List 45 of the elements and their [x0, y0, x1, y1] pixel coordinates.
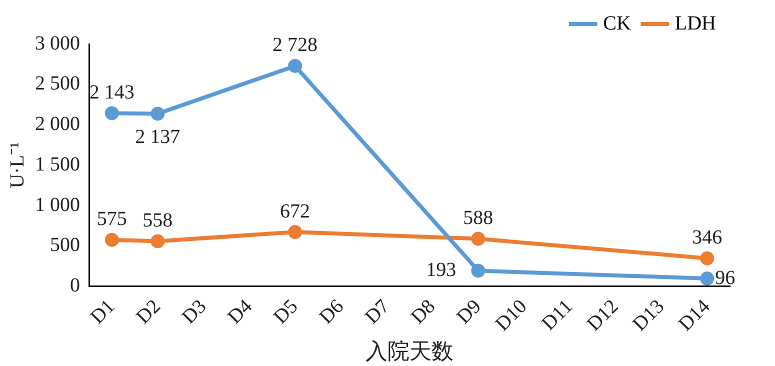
point: [700, 251, 714, 266]
point: [700, 272, 714, 286]
point: [288, 225, 302, 240]
y-tick-label: 1 000: [35, 194, 80, 216]
y-tick-label: 2 500: [35, 72, 80, 95]
y-tick-label: 1 500: [35, 153, 80, 176]
data-label: 672: [280, 200, 310, 222]
legend-label: LDH: [674, 12, 716, 34]
x-tick-label: D6: [315, 295, 348, 328]
point: [150, 234, 165, 248]
y-tick-label: 3 000: [35, 32, 80, 54]
x-tick-label: D10: [491, 295, 532, 336]
point: [104, 232, 119, 247]
data-label: 96: [715, 266, 736, 289]
point: [150, 106, 165, 121]
x-tick-label: D2: [132, 295, 165, 328]
y-axis-title: U·L⁻¹: [6, 142, 28, 188]
data-label: 2 137: [135, 126, 180, 148]
x-tick-label: D8: [406, 295, 440, 328]
data-label: 558: [142, 209, 173, 232]
data-label: 2 728: [272, 34, 318, 56]
x-tick-label: D11: [538, 295, 577, 335]
point: [471, 264, 486, 278]
data-label: 193: [426, 258, 456, 281]
y-tick-label: 2 000: [35, 113, 80, 136]
y-tick-label: 0: [70, 274, 80, 297]
x-tick-label: D3: [178, 295, 211, 328]
data-label: 575: [96, 208, 127, 230]
x-tick-label: D1: [86, 295, 120, 328]
x-axis-title: 入院天数: [366, 338, 454, 364]
y-tick-label: 500: [50, 234, 80, 256]
point: [104, 106, 119, 120]
data-label: 2 143: [89, 81, 134, 104]
x-tick-label: D14: [674, 295, 714, 336]
data-label: 346: [692, 226, 722, 249]
legend-label: CK: [603, 12, 632, 34]
point: [471, 232, 486, 246]
x-tick-label: D12: [582, 295, 623, 336]
x-tick-label: D9: [452, 295, 486, 328]
point: [288, 58, 302, 73]
x-tick-label: D5: [269, 295, 302, 328]
x-tick-label: D7: [361, 295, 394, 328]
x-tick-label: D13: [628, 295, 669, 336]
data-label: 588: [463, 207, 494, 230]
x-tick-label: D4: [224, 295, 256, 328]
